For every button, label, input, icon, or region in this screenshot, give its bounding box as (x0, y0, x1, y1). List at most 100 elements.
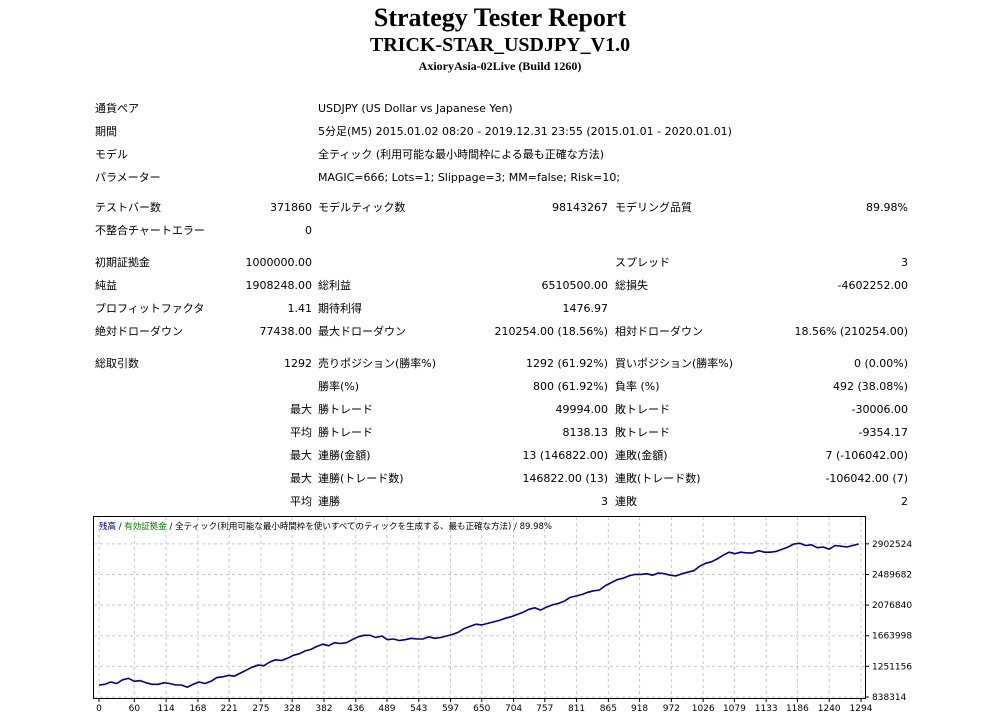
largest-profit-value: 49994.00 (555, 403, 609, 416)
profit-trades-value: 800 (61.92%) (532, 380, 608, 393)
consecutive-wins-amount-value: 13 (146822.00) (522, 449, 608, 462)
largest-label: 最大 (290, 403, 312, 416)
spread-label: スプレッド (615, 256, 670, 269)
consecutive-losses-count-label: 連敗(トレード数) (615, 472, 701, 485)
x-tick-label: 1133 (755, 704, 778, 714)
short-positions-label: 売りポジション(勝率%) (318, 357, 437, 370)
gross-loss-value: -4602252.00 (837, 279, 908, 292)
quality-label: モデリング品質 (615, 201, 692, 214)
chart-series (98, 542, 859, 688)
y-tick-label: 838314 (872, 693, 907, 703)
consecutive-losses-amount-value: 7 (-106042.00) (825, 449, 908, 462)
y-axis: 2902524 2489682 2076840 1663998 1251156 83831… (865, 540, 912, 703)
net-profit-value: 1908248.00 (245, 279, 312, 292)
balance-series-line (98, 542, 859, 688)
x-tick-label: 972 (663, 704, 680, 714)
maximal-drawdown-label: 最大ドローダウン (318, 325, 406, 338)
relative-drawdown-value: 18.56% (210254.00) (794, 325, 908, 338)
short-positions-value: 1292 (61.92%) (525, 357, 608, 370)
quality-value: 89.98% (866, 201, 908, 214)
legend-separator: / (116, 522, 124, 532)
legend-separator: / (167, 522, 175, 532)
largest-profit-label: 勝トレード (318, 403, 373, 416)
legend-equity: 有効証拠金 (124, 521, 167, 532)
legend-separator: / (511, 522, 519, 532)
expected-payoff-value: 1476.97 (562, 302, 609, 315)
x-tick-label: 811 (568, 704, 585, 714)
x-tick-label: 650 (473, 704, 490, 714)
consecutive-wins-count-label: 連勝(トレード数) (318, 472, 404, 485)
y-tick-label: 1663998 (872, 632, 912, 642)
bars-label: テストバー数 (95, 201, 161, 214)
absolute-drawdown-value: 77438.00 (259, 325, 313, 338)
average-label: 平均 (290, 426, 312, 439)
errors-label: 不整合チャートエラー (95, 224, 205, 237)
x-tick-label: 1186 (786, 704, 809, 714)
x-tick-label: 918 (631, 704, 648, 714)
legend-quality: 89.98% (520, 522, 552, 532)
symbol-label: 通貨ペア (95, 102, 139, 115)
parameters-value: MAGIC=666; Lots=1; Slippage=3; MM=false;… (318, 171, 621, 184)
x-tick-label: 543 (410, 704, 427, 714)
average-loss-value: -9354.17 (858, 426, 908, 439)
x-tick-label: 114 (158, 704, 175, 714)
x-tick-label: 757 (536, 704, 553, 714)
errors-value: 0 (305, 224, 312, 237)
report-title: Strategy Tester Report (373, 3, 627, 32)
consecutive-losses-amount-label: 連敗(金額) (615, 449, 668, 462)
symbol-value: USDJPY (US Dollar vs Japanese Yen) (318, 102, 513, 115)
parameters-label: パラメーター (95, 171, 161, 184)
average-consecutive-label: 平均 (290, 495, 312, 508)
balance-chart: 2902524 2489682 2076840 1663998 1251156 83831… (93, 516, 912, 714)
x-tick-label: 1294 (850, 704, 873, 714)
model-value: 全ティック (利用可能な最小時間枠による最も正確な方法) (318, 148, 605, 161)
bars-value: 371860 (270, 201, 312, 214)
x-tick-label: 597 (442, 704, 459, 714)
average-loss-label: 敗トレード (615, 426, 670, 439)
chart-legend: 残高 / 有効証拠金 / 全ティック(利用可能な最小時間枠を使いすべてのティック… (99, 521, 552, 532)
average-consecutive-wins-value: 3 (601, 495, 608, 508)
average-consecutive-losses-value: 2 (901, 495, 908, 508)
expert-advisor-name: TRICK-STAR_USDJPY_V1.0 (369, 34, 631, 56)
x-tick-label: 1079 (723, 704, 746, 714)
x-tick-label: 168 (189, 704, 206, 714)
profit-trades-label: 勝率(%) (318, 380, 360, 393)
model-label: モデル (95, 148, 128, 161)
x-tick-label: 1240 (818, 704, 841, 714)
consecutive-losses-count-value: -106042.00 (7) (825, 472, 908, 485)
profit-factor-value: 1.41 (287, 302, 313, 315)
period-label: 期間 (95, 125, 117, 138)
x-tick-label: 60 (129, 704, 141, 714)
x-tick-label: 1026 (692, 704, 715, 714)
max-consecutive-label: 最大 (290, 449, 312, 462)
server-build: AxioryAsia-02Live (Build 1260) (418, 59, 582, 73)
x-tick-label: 0 (96, 704, 102, 714)
x-tick-label: 436 (347, 704, 364, 714)
legend-balance: 残高 (99, 521, 116, 532)
x-tick-label: 275 (252, 704, 269, 714)
net-profit-label: 純益 (95, 279, 117, 292)
gross-profit-value: 6510500.00 (541, 279, 608, 292)
profit-factor-label: プロフィットファクタ (95, 302, 205, 315)
period-value: 5分足(M5) 2015.01.02 08:20 - 2019.12.31 23… (318, 125, 732, 138)
ticks-value: 98143267 (552, 201, 608, 214)
average-profit-value: 8138.13 (562, 426, 609, 439)
gross-profit-label: 総利益 (318, 279, 351, 292)
average-consecutive-wins-label: 連勝 (318, 495, 340, 508)
x-tick-label: 382 (315, 704, 332, 714)
largest-loss-value: -30006.00 (851, 403, 908, 416)
y-tick-label: 2902524 (872, 540, 912, 550)
maximal-drawdown-value: 210254.00 (18.56%) (494, 325, 608, 338)
ticks-label: モデルティック数 (318, 201, 406, 214)
relative-drawdown-label: 相対ドローダウン (615, 325, 703, 338)
average-profit-label: 勝トレード (318, 426, 373, 439)
y-tick-label: 1251156 (872, 662, 912, 672)
x-tick-label: 865 (600, 704, 617, 714)
y-tick-label: 2489682 (872, 570, 912, 580)
absolute-drawdown-label: 絶対ドローダウン (95, 325, 183, 338)
total-trades-label: 総取引数 (95, 357, 139, 370)
total-trades-value: 1292 (284, 357, 312, 370)
deposit-value: 1000000.00 (245, 256, 312, 269)
long-positions-label: 買いポジション(勝率%) (615, 357, 734, 370)
spread-value: 3 (901, 256, 908, 269)
